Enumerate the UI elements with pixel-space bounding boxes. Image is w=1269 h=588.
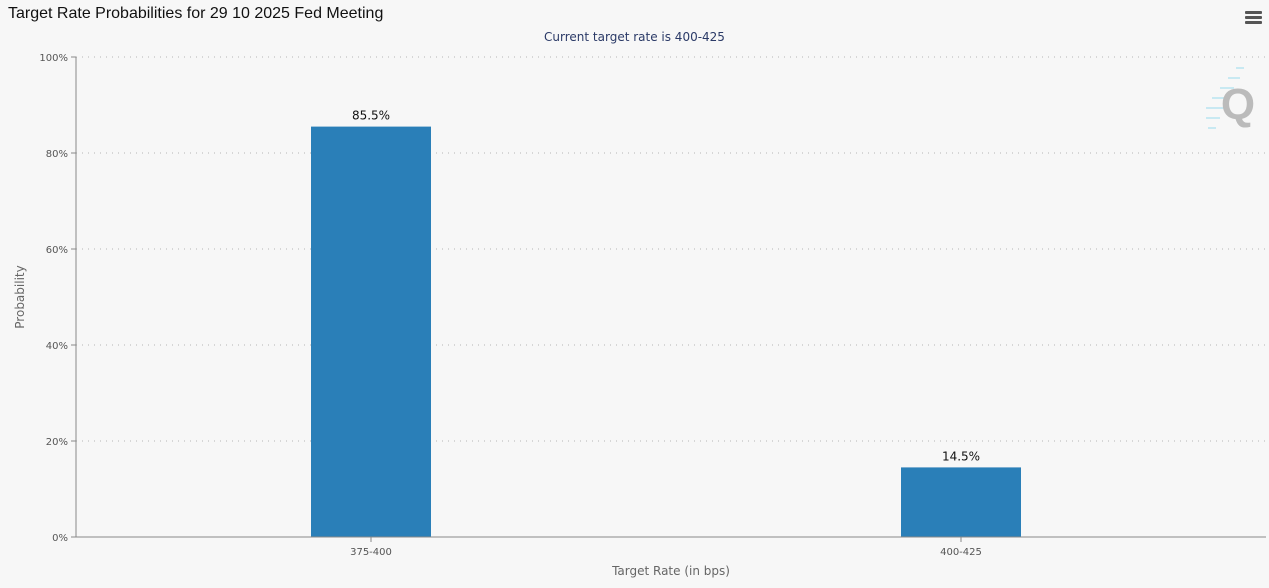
y-axis-title: Probability bbox=[13, 265, 27, 328]
watermark-logo: Q bbox=[1206, 67, 1255, 129]
x-tick-label: 375-400 bbox=[350, 547, 392, 558]
x-axis-title: Target Rate (in bps) bbox=[611, 564, 730, 578]
bar-400-425 bbox=[901, 467, 1021, 537]
y-tick-label: 40% bbox=[46, 341, 68, 352]
data-label: 85.5% bbox=[352, 109, 390, 123]
y-tick-label: 100% bbox=[39, 53, 68, 64]
hamburger-menu-icon[interactable] bbox=[1245, 11, 1262, 26]
chart-subtitle: Current target rate is 400-425 bbox=[544, 30, 725, 44]
x-tick-label: 400-425 bbox=[940, 547, 982, 558]
data-label: 14.5% bbox=[942, 449, 980, 463]
y-tick-label: 0% bbox=[52, 533, 68, 544]
y-tick-label: 20% bbox=[46, 437, 68, 448]
y-tick-label: 80% bbox=[46, 149, 68, 160]
svg-text:Q: Q bbox=[1221, 80, 1255, 129]
y-tick-label: 60% bbox=[46, 245, 68, 256]
bar-375-400 bbox=[311, 126, 431, 537]
chart-title: Target Rate Probabilities for 29 10 2025… bbox=[8, 5, 384, 22]
